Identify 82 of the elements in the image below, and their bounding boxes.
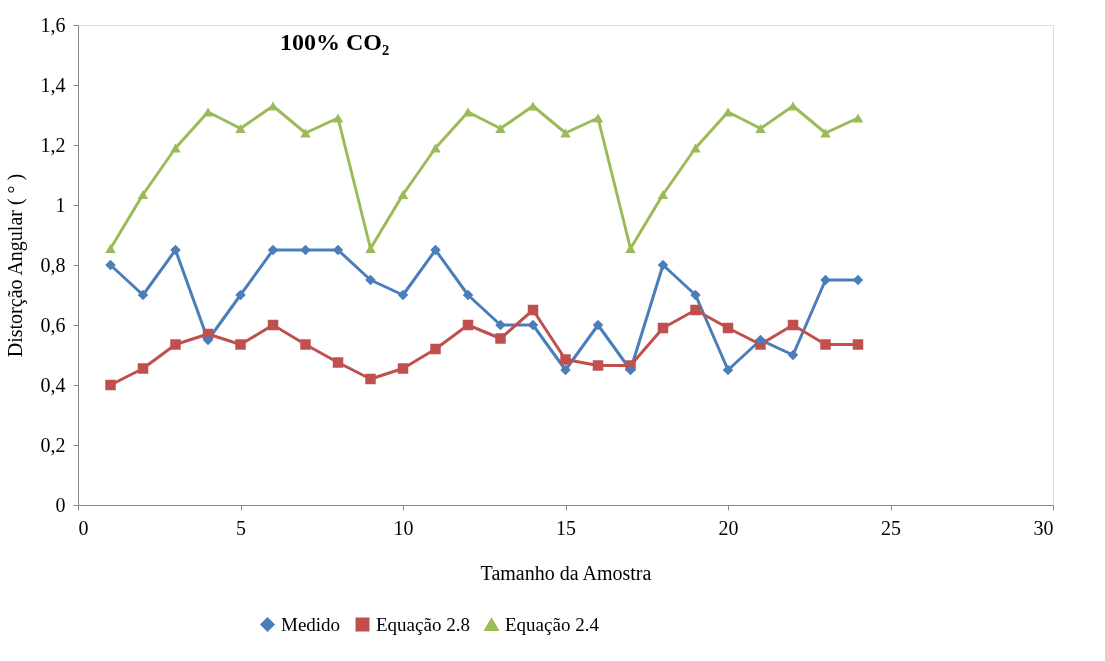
x-tick-label: 30 <box>1033 516 1054 539</box>
point <box>300 339 311 350</box>
y-tick-label: 1,2 <box>40 133 66 156</box>
point <box>170 339 181 350</box>
point <box>300 128 311 138</box>
point <box>690 304 701 316</box>
point <box>332 113 344 123</box>
x-tick-label: 5 <box>236 516 246 539</box>
point <box>592 113 604 123</box>
point <box>202 107 214 117</box>
point <box>397 289 409 301</box>
point <box>105 243 116 254</box>
x-tick-label: 10 <box>393 516 414 539</box>
x-tick-label: 15 <box>556 516 576 539</box>
point <box>235 289 246 301</box>
point <box>820 339 831 350</box>
y-tick-label: 0,8 <box>40 253 66 276</box>
point <box>495 123 506 134</box>
point <box>560 128 571 138</box>
point <box>592 360 604 371</box>
point <box>462 289 474 301</box>
point <box>560 354 571 365</box>
point <box>852 339 864 350</box>
point <box>722 107 734 117</box>
point <box>625 364 636 376</box>
point <box>170 244 181 256</box>
point <box>495 319 506 331</box>
point <box>235 339 246 350</box>
x-tick-label: 0 <box>78 516 89 539</box>
x-axis-title: Tamanho da Amostra <box>480 561 652 584</box>
y-tick-label: 1,4 <box>40 73 66 96</box>
point <box>202 334 214 346</box>
legend-label: Equação 2.4 <box>505 613 600 635</box>
point <box>105 259 116 271</box>
point <box>820 274 831 286</box>
point <box>722 322 734 334</box>
point <box>560 364 571 376</box>
point <box>137 189 149 200</box>
y-axis-title: Distorção Angular ( ° ) <box>3 173 27 358</box>
point <box>430 143 441 153</box>
x-tick-label: 20 <box>718 516 739 539</box>
point <box>267 319 279 331</box>
point <box>137 363 149 374</box>
y-tick-label: 1,6 <box>40 13 66 36</box>
point <box>657 322 669 334</box>
point <box>300 244 311 256</box>
point <box>657 259 669 271</box>
point <box>365 274 376 286</box>
point <box>462 107 474 117</box>
chart-title: 100% CO₂ <box>280 29 390 55</box>
y-tick-label: 1 <box>55 193 66 216</box>
point <box>820 128 831 138</box>
point <box>397 189 409 200</box>
point <box>592 319 604 331</box>
y-tick-label: 0,6 <box>40 313 66 336</box>
y-tick-label: 0 <box>55 493 66 516</box>
point <box>527 304 539 316</box>
point <box>690 289 701 301</box>
point <box>690 143 701 153</box>
point <box>430 343 441 355</box>
point <box>722 364 734 376</box>
legend-label: Equação 2.8 <box>376 613 470 635</box>
x-tick-label: 25 <box>881 516 901 539</box>
point <box>170 143 181 153</box>
point <box>755 334 766 346</box>
point <box>105 379 116 391</box>
point <box>137 289 149 301</box>
point <box>430 244 441 256</box>
point <box>852 113 864 123</box>
point <box>365 373 376 385</box>
point <box>332 357 344 368</box>
point <box>755 123 766 134</box>
y-tick-label: 0,2 <box>40 433 66 456</box>
point <box>787 319 799 331</box>
point <box>397 363 409 374</box>
legend-label: Medido <box>281 613 341 635</box>
point <box>787 349 799 361</box>
point <box>235 123 246 134</box>
y-tick-label: 0,4 <box>40 373 66 396</box>
point <box>495 333 506 344</box>
point <box>657 189 669 200</box>
point <box>462 319 474 331</box>
